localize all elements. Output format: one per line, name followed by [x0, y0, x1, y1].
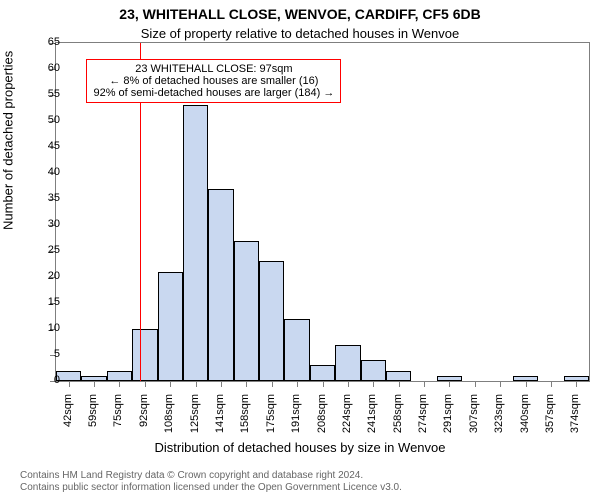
y-tick-label: 35	[48, 192, 60, 204]
x-tick	[323, 381, 324, 387]
x-tick	[297, 381, 298, 387]
y-tick-label: 25	[48, 244, 60, 256]
x-tick-label: 274sqm	[417, 394, 429, 444]
x-tick-label: 241sqm	[366, 394, 378, 444]
x-tick-label: 323sqm	[493, 394, 505, 444]
x-tick-label: 141sqm	[214, 394, 226, 444]
x-tick	[145, 381, 146, 387]
y-tick-label: 0	[54, 374, 60, 386]
histogram-bar	[259, 261, 284, 381]
x-tick	[119, 381, 120, 387]
x-tick-label: 291sqm	[442, 394, 454, 444]
y-tick-label: 55	[48, 88, 60, 100]
x-tick-label: 357sqm	[544, 394, 556, 444]
annotation-line: 23 WHITEHALL CLOSE: 97sqm	[93, 63, 334, 75]
x-tick-label: 59sqm	[87, 394, 99, 444]
histogram-bar	[386, 371, 411, 381]
x-tick-label: 208sqm	[316, 394, 328, 444]
x-tick	[449, 381, 450, 387]
x-tick	[94, 381, 95, 387]
x-tick	[246, 381, 247, 387]
x-tick-label: 175sqm	[265, 394, 277, 444]
histogram-bar	[234, 241, 259, 381]
y-tick-label: 45	[48, 140, 60, 152]
histogram-bar	[310, 365, 335, 381]
x-tick	[424, 381, 425, 387]
y-tick-label: 5	[54, 348, 60, 360]
histogram-bar	[132, 329, 157, 381]
y-tick-label: 10	[48, 322, 60, 334]
y-tick-label: 30	[48, 218, 60, 230]
y-tick-label: 60	[48, 62, 60, 74]
y-tick-label: 15	[48, 296, 60, 308]
histogram-bar	[208, 189, 233, 381]
x-tick-label: 340sqm	[519, 394, 531, 444]
footer-line-1: Contains HM Land Registry data © Crown c…	[20, 470, 402, 482]
x-tick-label: 258sqm	[392, 394, 404, 444]
x-tick	[170, 381, 171, 387]
x-tick	[221, 381, 222, 387]
x-tick-label: 108sqm	[163, 394, 175, 444]
histogram-bar	[158, 272, 183, 381]
annotation-box: 23 WHITEHALL CLOSE: 97sqm← 8% of detache…	[86, 59, 341, 103]
x-tick-label: 191sqm	[290, 394, 302, 444]
histogram-bar	[183, 105, 208, 381]
x-tick-label: 374sqm	[569, 394, 581, 444]
y-axis-label: Number of detached properties	[1, 51, 16, 230]
x-tick-label: 307sqm	[468, 394, 480, 444]
annotation-line: ← 8% of detached houses are smaller (16)	[93, 75, 334, 87]
x-tick	[272, 381, 273, 387]
x-tick-label: 42sqm	[62, 394, 74, 444]
x-tick	[500, 381, 501, 387]
y-tick-label: 50	[48, 114, 60, 126]
histogram-bar	[284, 319, 309, 381]
x-tick	[196, 381, 197, 387]
histogram-bar	[335, 345, 360, 381]
histogram-bar	[361, 360, 386, 381]
x-tick	[526, 381, 527, 387]
x-tick-label: 125sqm	[189, 394, 201, 444]
y-tick-label: 65	[48, 36, 60, 48]
x-tick	[373, 381, 374, 387]
chart-title-address: 23, WHITEHALL CLOSE, WENVOE, CARDIFF, CF…	[0, 6, 600, 22]
x-tick	[576, 381, 577, 387]
x-tick-label: 92sqm	[138, 394, 150, 444]
x-tick	[475, 381, 476, 387]
x-tick-label: 158sqm	[239, 394, 251, 444]
chart-title-subtitle: Size of property relative to detached ho…	[0, 26, 600, 41]
x-tick	[399, 381, 400, 387]
histogram-plot-area: 23 WHITEHALL CLOSE: 97sqm← 8% of detache…	[55, 42, 590, 382]
y-tick-label: 40	[48, 166, 60, 178]
x-tick-label: 224sqm	[341, 394, 353, 444]
footer-attribution: Contains HM Land Registry data © Crown c…	[20, 470, 402, 494]
annotation-line: 92% of semi-detached houses are larger (…	[93, 87, 334, 99]
x-tick-label: 75sqm	[112, 394, 124, 444]
x-tick	[551, 381, 552, 387]
y-tick-label: 20	[48, 270, 60, 282]
x-tick	[348, 381, 349, 387]
histogram-bar	[107, 371, 132, 381]
footer-line-2: Contains public sector information licen…	[20, 482, 402, 494]
x-tick	[69, 381, 70, 387]
